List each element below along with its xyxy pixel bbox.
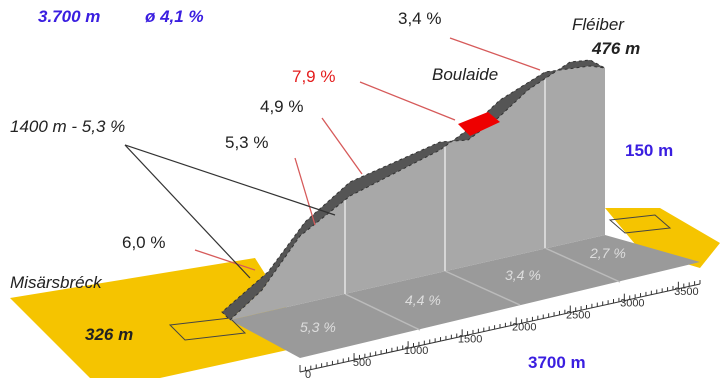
label: 326 m — [85, 325, 133, 344]
label: 4,9 % — [260, 97, 303, 116]
steep-section — [458, 112, 500, 136]
distance-tick: 3500 — [674, 286, 698, 298]
profile-wall — [230, 66, 605, 320]
distance-tick: 500 — [353, 357, 371, 369]
label: 150 m — [625, 141, 673, 160]
distance-tick: 0 — [305, 369, 311, 379]
floor-gradient: 3,4 % — [505, 267, 541, 283]
label: Fléiber — [572, 15, 625, 34]
floor-gradient: 4,4 % — [405, 292, 441, 308]
distance-tick: 3000 — [620, 298, 644, 310]
ground-right — [605, 208, 720, 268]
distance-tick: 2500 — [566, 310, 590, 322]
distance-tick: 2000 — [512, 321, 536, 333]
label: 3,4 % — [398, 9, 441, 28]
floor-dividers — [344, 247, 621, 331]
leader — [449, 37, 541, 71]
length: 3.700 m — [38, 7, 100, 26]
leader — [294, 157, 316, 226]
label: 5,3 % — [225, 133, 268, 152]
label: 476 m — [591, 39, 640, 58]
wall-dividers — [344, 72, 546, 294]
leader — [321, 117, 363, 175]
average: ø 4,1 % — [145, 7, 204, 26]
label: 3700 m — [528, 353, 586, 372]
label: 6,0 % — [122, 233, 165, 252]
floor-hatch — [168, 214, 672, 341]
distance-tick: 1500 — [458, 333, 482, 345]
section-leaders — [124, 144, 336, 279]
floor-gradient: 2,7 % — [589, 245, 626, 261]
ground-left — [10, 258, 310, 378]
label: 7,9 % — [292, 67, 335, 86]
distance-axis: 0 500 1000 1500 2000 2500 3000 3500 — [299, 280, 701, 379]
floor-labels: 5,3 % 4,4 % 3,4 % 2,7 % — [300, 245, 626, 335]
profile-top — [221, 59, 606, 321]
distance-tick: 1000 — [404, 345, 428, 357]
label: Boulaide — [432, 65, 498, 84]
label: 1400 m - 5,3 % — [10, 117, 125, 136]
floor-gradient: 5,3 % — [300, 319, 336, 335]
leader — [194, 249, 256, 271]
leader — [359, 81, 456, 121]
label: Misärsbréck — [10, 273, 103, 292]
